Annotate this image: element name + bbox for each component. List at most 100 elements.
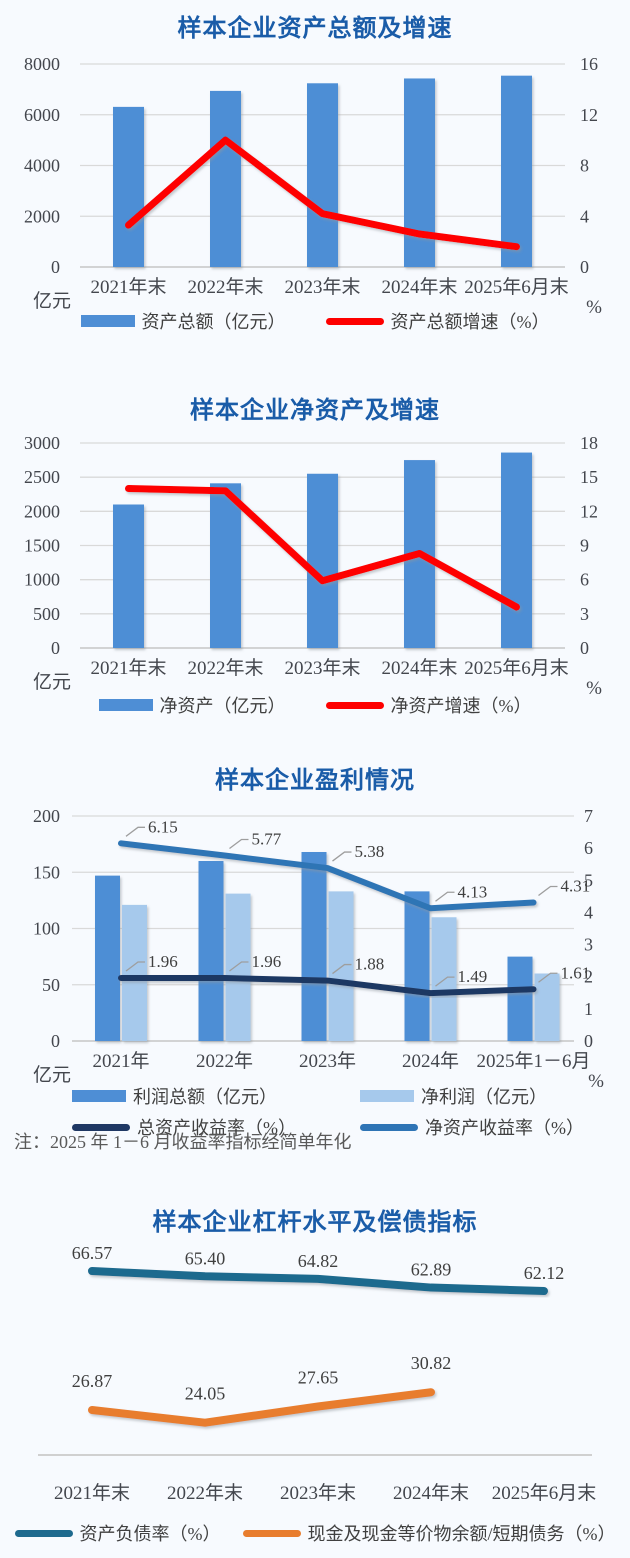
svg-text:0: 0 bbox=[51, 257, 60, 277]
svg-text:2025年6月末: 2025年6月末 bbox=[464, 657, 569, 679]
svg-text:64.82: 64.82 bbox=[298, 1251, 339, 1271]
svg-text:%: % bbox=[588, 1071, 604, 1092]
svg-text:2024年末: 2024年末 bbox=[393, 1482, 469, 1504]
svg-text:亿元: 亿元 bbox=[33, 1064, 71, 1086]
svg-text:6: 6 bbox=[584, 838, 593, 858]
svg-text:1500: 1500 bbox=[24, 536, 60, 556]
svg-text:2021年末: 2021年末 bbox=[90, 276, 166, 298]
svg-text:1: 1 bbox=[584, 999, 593, 1019]
legend: 资产总额（亿元） 资产总额增速（%） bbox=[0, 308, 630, 334]
legend-label: 资产总额增速（%） bbox=[390, 312, 550, 332]
svg-text:2022年末: 2022年末 bbox=[187, 276, 263, 298]
line-swatch-icon bbox=[325, 317, 384, 325]
svg-text:4.31: 4.31 bbox=[561, 876, 591, 895]
legend-item: 现金及现金等价物余额/短期债务（%） bbox=[242, 1520, 616, 1546]
legend-item: 净资产增速（%） bbox=[325, 692, 532, 718]
legend-label: 净利润（亿元） bbox=[421, 1087, 547, 1107]
svg-text:%: % bbox=[586, 678, 602, 699]
legend-label: 利润总额（亿元） bbox=[133, 1087, 277, 1107]
svg-text:1000: 1000 bbox=[24, 570, 60, 590]
svg-text:1.61: 1.61 bbox=[561, 963, 591, 982]
svg-text:6000: 6000 bbox=[24, 105, 60, 125]
svg-text:2000: 2000 bbox=[24, 501, 60, 521]
svg-text:1.96: 1.96 bbox=[252, 952, 282, 971]
legend-label: 总资产收益率（%） bbox=[137, 1118, 296, 1138]
svg-text:62.12: 62.12 bbox=[524, 1263, 565, 1283]
bar-swatch-icon bbox=[80, 315, 135, 327]
svg-text:3: 3 bbox=[580, 604, 589, 624]
svg-text:2000: 2000 bbox=[24, 206, 60, 226]
legend-label: 资产总额（亿元） bbox=[141, 312, 286, 332]
svg-text:2024年末: 2024年末 bbox=[381, 657, 457, 679]
svg-text:1.49: 1.49 bbox=[458, 967, 488, 986]
net-assets-chart: 样本企业净资产及增速 0 500 1000 1500 2000 2500 3000 0 3 6 9 1… bbox=[0, 380, 630, 725]
svg-text:2022年: 2022年 bbox=[196, 1050, 253, 1072]
svg-text:8: 8 bbox=[580, 156, 589, 176]
svg-text:12: 12 bbox=[580, 105, 598, 125]
svg-text:16: 16 bbox=[580, 54, 598, 74]
line-swatch-icon bbox=[242, 1529, 301, 1537]
legend: 资产负债率（%） 现金及现金等价物余额/短期债务（%） bbox=[0, 1520, 630, 1546]
svg-text:2500: 2500 bbox=[24, 467, 60, 487]
legend-label: 现金及现金等价物余额/短期债务（%） bbox=[307, 1524, 616, 1544]
leverage-plot: 2021年末 2022年末 2023年末 2024年末 2025年6月末 66.57 65.… bbox=[38, 1243, 597, 1504]
svg-text:2022年末: 2022年末 bbox=[187, 657, 263, 679]
profitability-chart: 样本企业盈利情况 0 50 100 150 200 0 1 2 3 4 5 6 7 1.96 1.96 1.8… bbox=[0, 750, 630, 1160]
chart-title: 样本企业净资产及增速 bbox=[190, 397, 440, 424]
svg-text:2025年1－6月: 2025年1－6月 bbox=[476, 1050, 590, 1072]
legend-item: 净资产（亿元） bbox=[98, 692, 286, 718]
svg-text:5.38: 5.38 bbox=[355, 842, 385, 861]
net-assets-plot: 0 500 1000 1500 2000 2500 3000 0 3 6 9 12 15 18 2021年末… bbox=[24, 433, 602, 699]
bar-swatch-icon bbox=[98, 699, 153, 711]
bar-swatch-icon bbox=[360, 1090, 414, 1102]
svg-text:27.65: 27.65 bbox=[298, 1367, 339, 1387]
svg-text:0: 0 bbox=[580, 257, 589, 277]
svg-text:500: 500 bbox=[33, 604, 60, 624]
svg-text:15: 15 bbox=[580, 467, 598, 487]
svg-text:2023年: 2023年 bbox=[299, 1050, 356, 1072]
svg-text:24.05: 24.05 bbox=[185, 1384, 226, 1404]
legend: 净资产（亿元） 净资产增速（%） bbox=[0, 692, 630, 718]
svg-text:0: 0 bbox=[584, 1031, 593, 1051]
legend-label: 净资产收益率（%） bbox=[425, 1118, 584, 1138]
legend-item: 资产总额（亿元） bbox=[80, 308, 286, 334]
legend-item: 资产总额增速（%） bbox=[325, 308, 550, 334]
legend-item: 利润总额（亿元） bbox=[72, 1083, 360, 1109]
svg-text:4.13: 4.13 bbox=[458, 882, 488, 901]
line-swatch-icon bbox=[14, 1529, 73, 1537]
svg-text:2021年末: 2021年末 bbox=[54, 1482, 130, 1504]
line-swatch-icon bbox=[325, 701, 384, 709]
svg-text:200: 200 bbox=[33, 806, 60, 826]
leverage-chart: 样本企业杠杆水平及偿债指标 2021年末 2022年末 2023年末 2024年末 20… bbox=[0, 1195, 630, 1558]
svg-text:18: 18 bbox=[580, 433, 598, 453]
svg-text:%: % bbox=[586, 297, 602, 314]
svg-text:150: 150 bbox=[33, 862, 60, 882]
svg-text:2021年末: 2021年末 bbox=[90, 657, 166, 679]
legend-item: 净利润（亿元） bbox=[360, 1083, 584, 1109]
total-assets-chart: 样本企业资产总额及增速 0 2000 4000 6000 8000 0 4 8 12 16 2021… bbox=[0, 0, 630, 348]
svg-text:亿元: 亿元 bbox=[33, 290, 71, 312]
svg-text:5.77: 5.77 bbox=[252, 830, 282, 849]
svg-text:1.96: 1.96 bbox=[148, 952, 178, 971]
svg-text:1.88: 1.88 bbox=[355, 955, 385, 974]
legend-label: 净资产（亿元） bbox=[159, 696, 286, 716]
svg-text:5: 5 bbox=[584, 870, 593, 890]
svg-text:2021年: 2021年 bbox=[92, 1050, 149, 1072]
svg-text:0: 0 bbox=[51, 1031, 60, 1051]
line-swatch-icon bbox=[360, 1123, 418, 1131]
legend-item: 总资产收益率（%） bbox=[72, 1114, 360, 1140]
svg-text:2025年6月末: 2025年6月末 bbox=[464, 276, 569, 298]
svg-text:6: 6 bbox=[580, 570, 589, 590]
svg-text:12: 12 bbox=[580, 501, 598, 521]
svg-text:7: 7 bbox=[584, 806, 593, 826]
svg-text:30.82: 30.82 bbox=[411, 1353, 452, 1373]
svg-text:2022年末: 2022年末 bbox=[167, 1482, 243, 1504]
svg-text:2025年6月末: 2025年6月末 bbox=[492, 1482, 597, 1504]
svg-text:26.87: 26.87 bbox=[72, 1371, 113, 1391]
svg-text:66.57: 66.57 bbox=[72, 1243, 113, 1263]
svg-text:2023年末: 2023年末 bbox=[280, 1482, 356, 1504]
svg-text:6.15: 6.15 bbox=[148, 817, 178, 836]
chart-title: 样本企业盈利情况 bbox=[215, 767, 415, 794]
svg-text:0: 0 bbox=[580, 638, 589, 658]
